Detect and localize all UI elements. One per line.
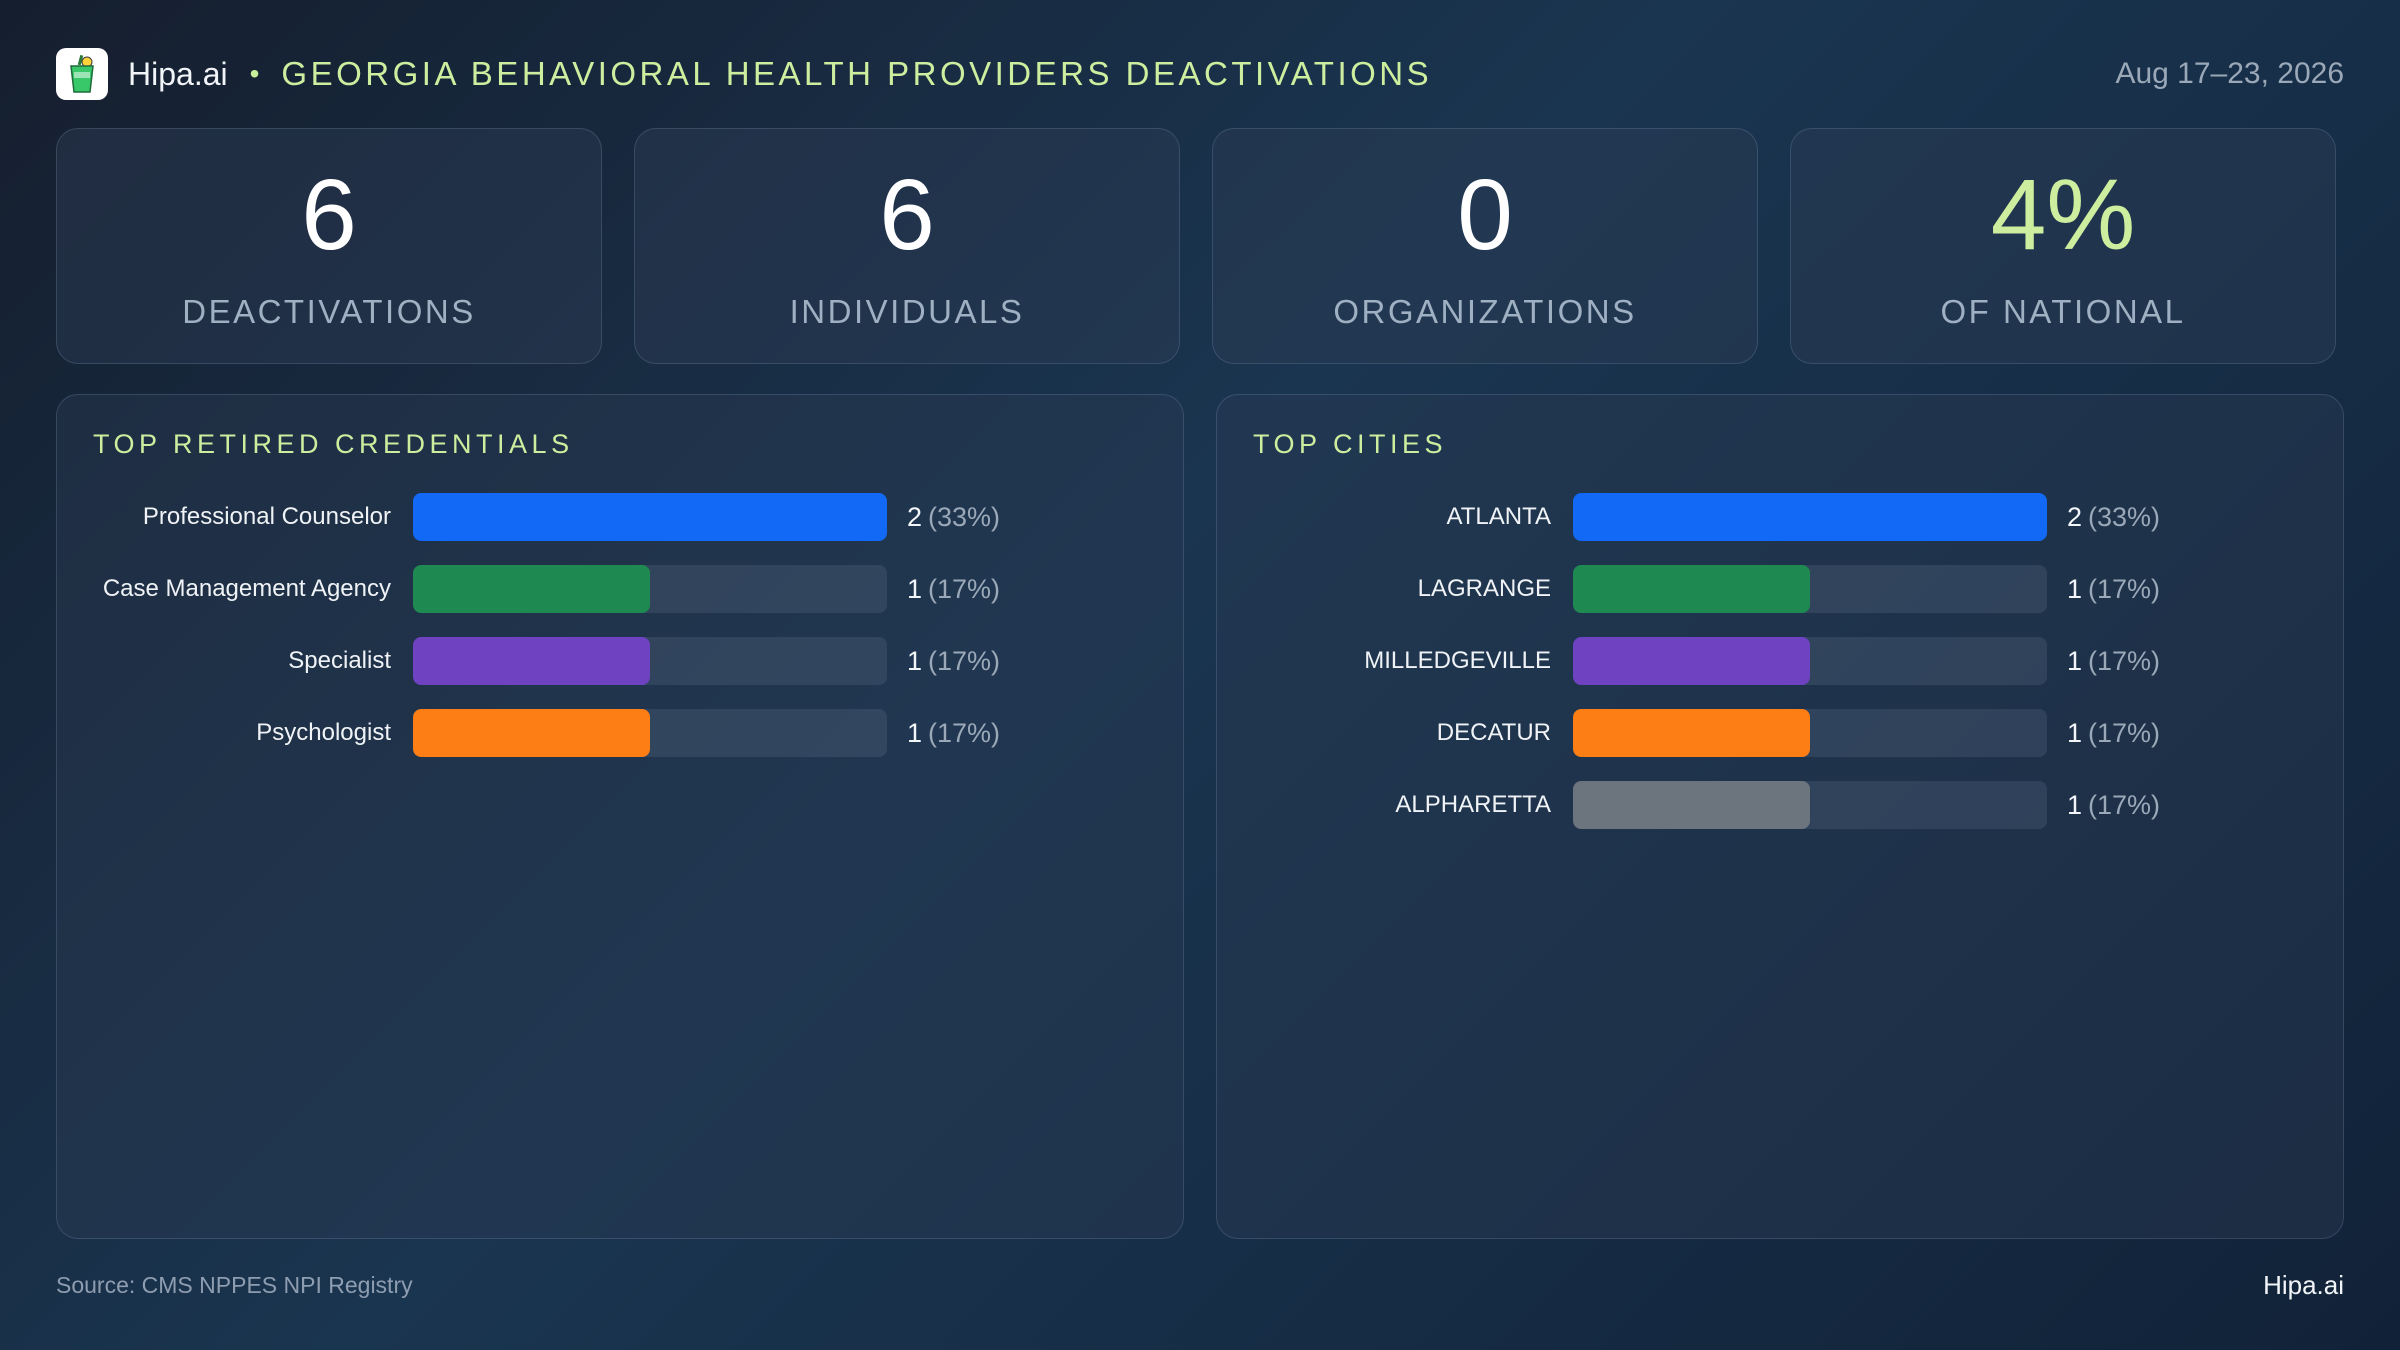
bar-track [1573,781,2047,829]
bar [1573,709,1810,757]
bar-value-label: 1 (17%) [2067,646,2160,677]
bar-label: Professional Counselor [142,503,391,530]
bar [413,637,650,685]
stats-row: 6 DEACTIVATIONS 6 INDIVIDUALS 0 ORGANIZA… [56,128,2336,364]
bar-row: Case Management Agency 1 (17%) [57,553,1183,625]
app-logo [56,48,108,100]
drink-cup-icon [70,54,94,93]
bar-count: 2 [2067,501,2083,532]
stat-card-individuals: 6 INDIVIDUALS [634,128,1180,364]
bar-value-label: 1 (17%) [2067,574,2160,605]
bar-row: Specialist 1 (17%) [57,625,1183,697]
bar-label: ALPHARETTA [1395,791,1551,818]
stat-card-organizations: 0 ORGANIZATIONS [1212,128,1758,364]
bar-count: 1 [2067,717,2083,748]
bar-track [1573,709,2047,757]
stat-value: 6 [301,159,357,271]
bar-track [413,493,887,541]
bar-percent: (33%) [2088,501,2161,532]
footer-brand: Hipa.ai [2263,1270,2344,1300]
stat-card-national-share: 4% OF NATIONAL [1790,128,2336,364]
bar-track [1573,565,2047,613]
bar-count: 1 [2067,645,2083,676]
bar-value-label: 2 (33%) [907,502,1000,533]
bar-count: 1 [907,717,923,748]
bar [413,493,887,541]
bar-row: ATLANTA 2 (33%) [1217,481,2343,553]
date-range: Aug 17–23, 2026 [2115,57,2344,90]
bar-label: Psychologist [256,719,391,746]
page-title: GEORGIA BEHAVIORAL HEALTH PROVIDERS DEAC… [281,55,1433,92]
bar-row: LAGRANGE 1 (17%) [1217,553,2343,625]
header: Hipa.ai • GEORGIA BEHAVIORAL HEALTH PROV… [56,46,2344,102]
bar-value-label: 1 (17%) [2067,718,2160,749]
stat-label: DEACTIVATIONS [182,293,476,330]
bar-percent: (17%) [928,645,1001,676]
bar-label: Case Management Agency [102,575,391,602]
stat-label: OF NATIONAL [1940,293,2186,330]
bar-label: ATLANTA [1446,503,1551,530]
bar-count: 1 [2067,789,2083,820]
bar [1573,565,1810,613]
source-note: Source: CMS NPPES NPI Registry [56,1272,413,1298]
bar-track [413,637,887,685]
bar [1573,493,2047,541]
bar-label: Specialist [288,647,391,674]
stat-label: INDIVIDUALS [789,293,1025,330]
bar-count: 1 [2067,573,2083,604]
bar-value-label: 1 (17%) [2067,790,2160,821]
chart-rows: ATLANTA 2 (33%) LAGRANGE 1 (17%) MILLEDGEVILLE… [1217,481,2343,841]
bar-percent: (17%) [928,717,1001,748]
bar [413,565,650,613]
bar-track [1573,637,2047,685]
stat-value: 0 [1457,159,1513,271]
bar-percent: (33%) [928,501,1001,532]
bar [413,709,650,757]
bar-percent: (17%) [2088,717,2161,748]
bar-count: 1 [907,645,923,676]
header-separator: • [249,58,260,89]
chart-title: TOP CITIES [1253,429,1448,459]
bar [1573,637,1810,685]
bar-percent: (17%) [928,573,1001,604]
bar-row: MILLEDGEVILLE 1 (17%) [1217,625,2343,697]
bar-count: 1 [907,573,923,604]
bar-row: DECATUR 1 (17%) [1217,697,2343,769]
stat-value: 4% [1990,159,2136,271]
bar [1573,781,1810,829]
bar-row: Professional Counselor 2 (33%) [57,481,1183,553]
bar-label: DECATUR [1436,719,1551,746]
stat-label: ORGANIZATIONS [1333,293,1637,330]
bar-value-label: 1 (17%) [907,574,1000,605]
bar-label: LAGRANGE [1417,575,1551,602]
chart-rows: Professional Counselor 2 (33%) Case Managem… [57,481,1183,769]
bar-row: ALPHARETTA 1 (17%) [1217,769,2343,841]
bar-track [1573,493,2047,541]
bar-value-label: 1 (17%) [907,646,1000,677]
bar-label: MILLEDGEVILLE [1364,647,1551,674]
cities-chart-panel: TOP CITIES ATLANTA 2 (33%) LAGRANGE 1 (17%) MI… [1216,394,2344,1239]
credentials-chart-panel: TOP RETIRED CREDENTIALS Professional Cou… [56,394,1184,1239]
brand-name: Hipa.ai [128,55,228,92]
bar-percent: (17%) [2088,573,2161,604]
bar-track [413,565,887,613]
bar-percent: (17%) [2088,645,2161,676]
stat-card-deactivations: 6 DEACTIVATIONS [56,128,602,364]
chart-title: TOP RETIRED CREDENTIALS [93,429,574,459]
bar-percent: (17%) [2088,789,2161,820]
bar-count: 2 [907,501,923,532]
stat-value: 6 [879,159,935,271]
bar-value-label: 1 (17%) [907,718,1000,749]
bar-row: Psychologist 1 (17%) [57,697,1183,769]
bar-track [413,709,887,757]
bar-value-label: 2 (33%) [2067,502,2160,533]
